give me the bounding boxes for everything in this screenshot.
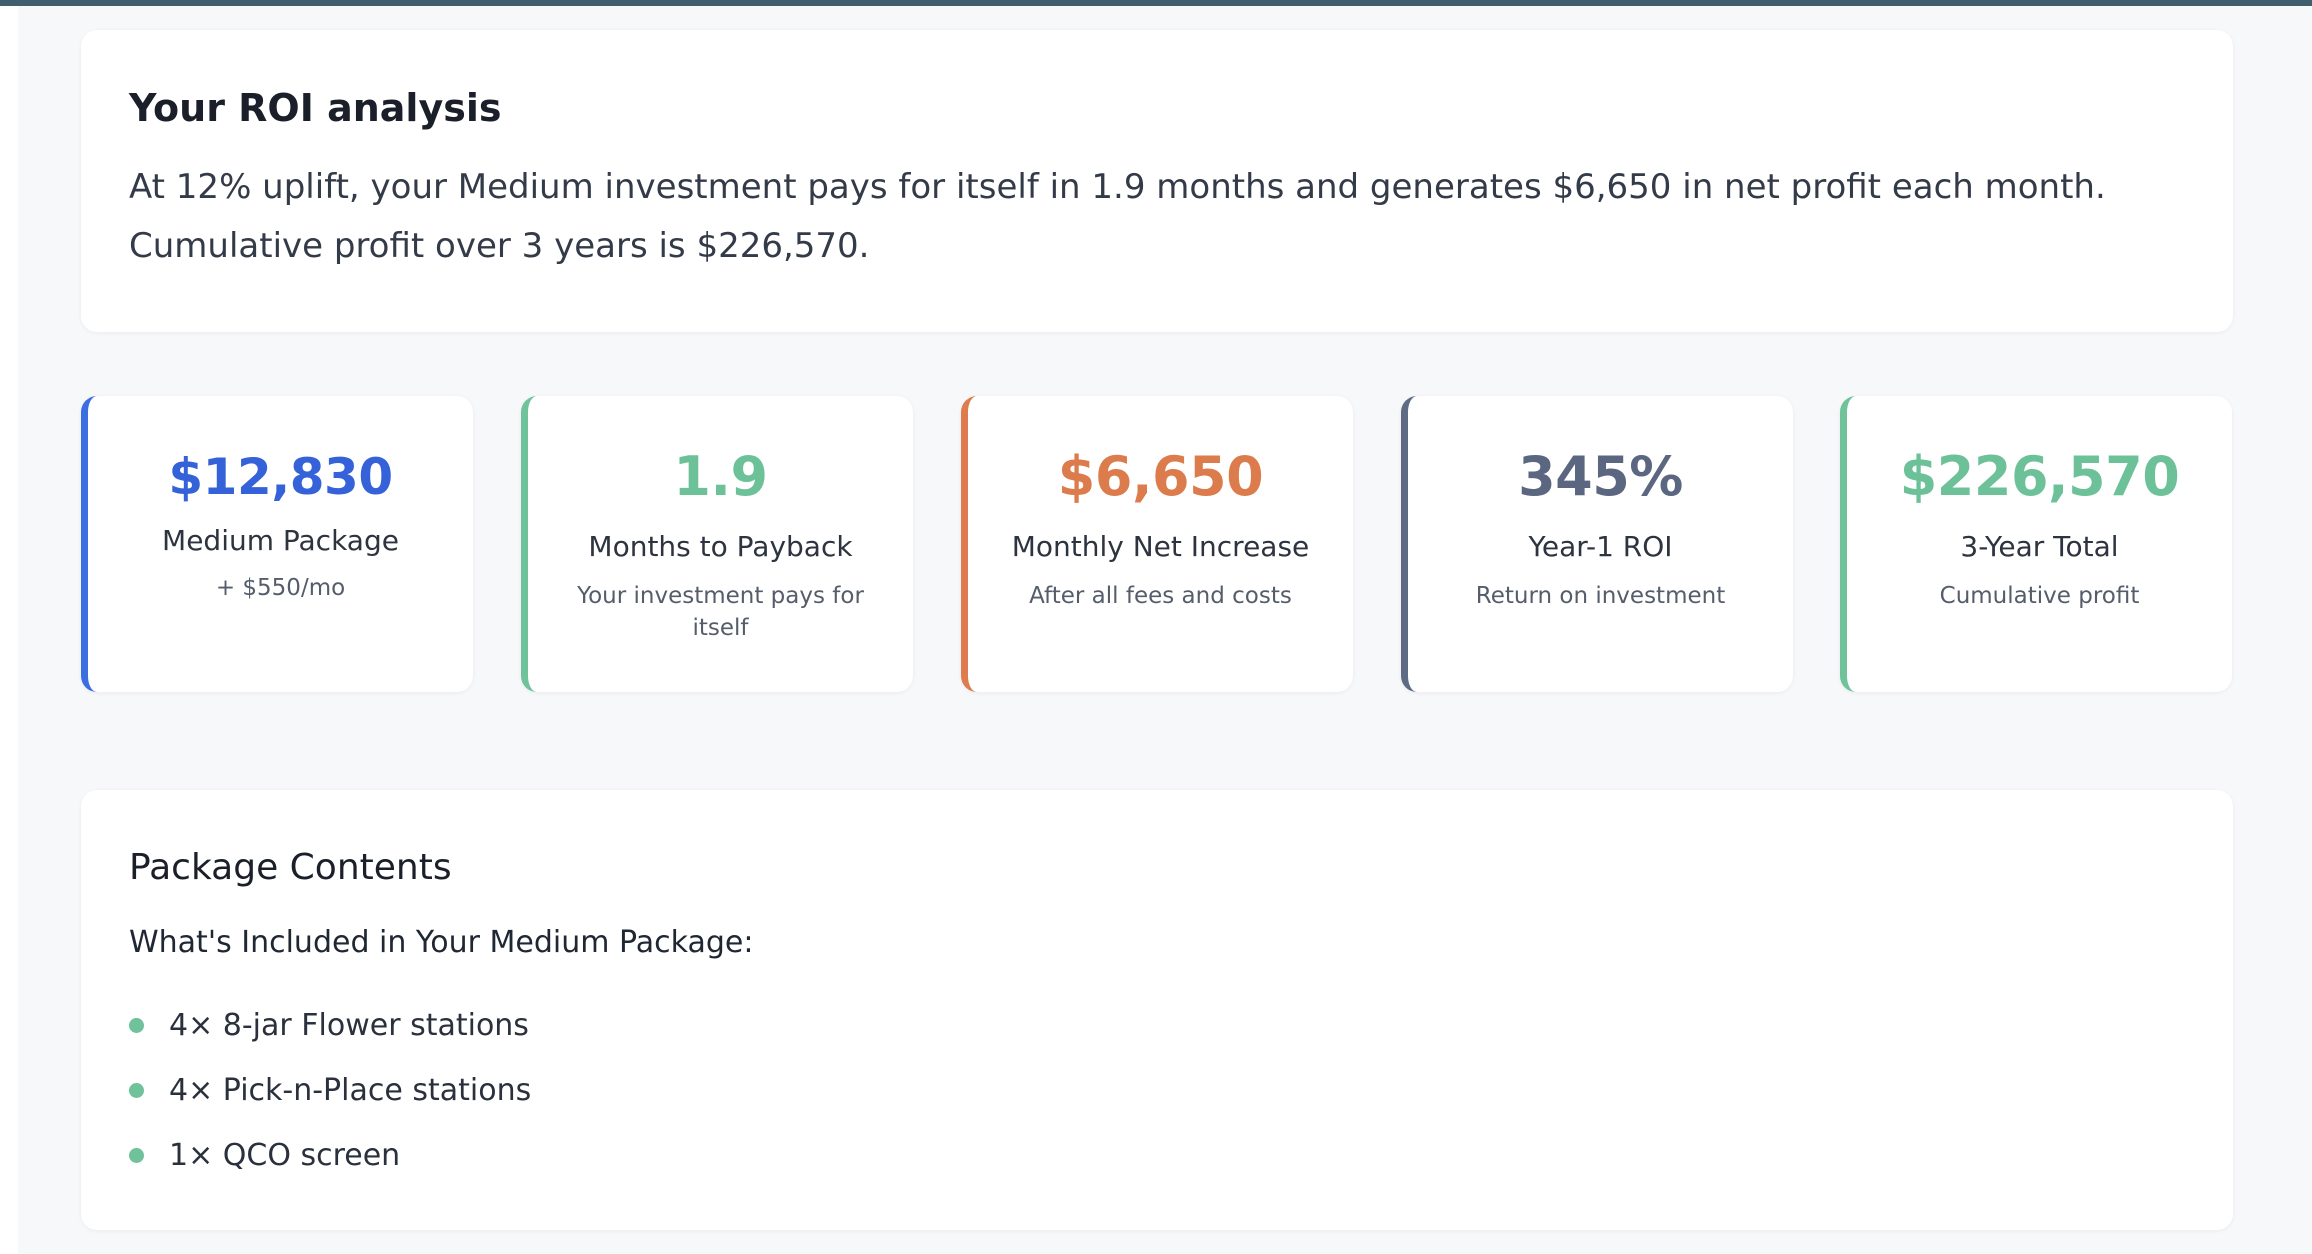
page-content: Your ROI analysis At 12% uplift, your Me… (18, 6, 2312, 1254)
roi-summary-line-1: At 12% uplift, your Medium investment pa… (129, 166, 2106, 207)
list-item-label: 1× QCO screen (169, 1138, 401, 1174)
list-item: 1× QCO screen (129, 1123, 2185, 1188)
top-accent-bar (0, 0, 2312, 6)
metric-value: 1.9 (673, 445, 768, 508)
metric-value: $12,830 (168, 448, 393, 506)
metric-label: Medium Package (162, 524, 399, 557)
metric-card-package-price: $12,830 Medium Package + $550/mo (81, 396, 473, 692)
metric-label: Year-1 ROI (1528, 530, 1673, 563)
roi-analysis-card: Your ROI analysis At 12% uplift, your Me… (81, 30, 2233, 332)
metric-card-year1-roi: 345% Year-1 ROI Return on investment (1401, 396, 1793, 692)
package-contents-intro: What's Included in Your Medium Package: (129, 925, 754, 961)
metric-label: Months to Payback (588, 530, 853, 563)
metric-card-3-year-total: $226,570 3-Year Total Cumulative profit (1840, 396, 2232, 692)
list-item: 4× 8-jar Flower stations (129, 993, 2185, 1058)
metric-value: $6,650 (1057, 445, 1264, 508)
metric-value: 345% (1518, 445, 1683, 508)
bullet-dot-icon (129, 1148, 144, 1164)
package-items-list: 4× 8-jar Flower stations 4× Pick-n-Place… (129, 993, 2185, 1188)
package-contents-title: Package Contents (129, 847, 452, 888)
metric-card-payback: 1.9 Months to Payback Your investment pa… (521, 396, 913, 692)
list-item-label: 4× Pick-n-Place stations (169, 1073, 532, 1109)
bullet-dot-icon (129, 1018, 144, 1034)
list-item: 4× Pick-n-Place stations (129, 1058, 2185, 1123)
metric-label: Monthly Net Increase (1011, 530, 1310, 563)
metric-subtext: After all fees and costs (1029, 582, 1292, 609)
metric-subtext: Return on investment (1475, 582, 1726, 609)
package-contents-card: Package Contents What's Included in Your… (81, 790, 2233, 1230)
list-item-label: 4× 8-jar Flower stations (169, 1008, 529, 1044)
roi-analysis-title: Your ROI analysis (129, 86, 502, 130)
metric-subtext: Cumulative profit (1939, 582, 2140, 609)
roi-summary: At 12% uplift, your Medium investment pa… (129, 158, 2189, 276)
metric-label: 3-Year Total (1960, 530, 2119, 563)
metric-value: $226,570 (1899, 445, 2180, 508)
metric-subtext: + $550/mo (215, 574, 346, 601)
metric-card-monthly-net: $6,650 Monthly Net Increase After all fe… (961, 396, 1353, 692)
metric-subtext: Your investment pays for itself (577, 582, 864, 641)
roi-summary-line-2: Cumulative profit over 3 years is $226,5… (129, 225, 870, 266)
bullet-dot-icon (129, 1083, 144, 1099)
